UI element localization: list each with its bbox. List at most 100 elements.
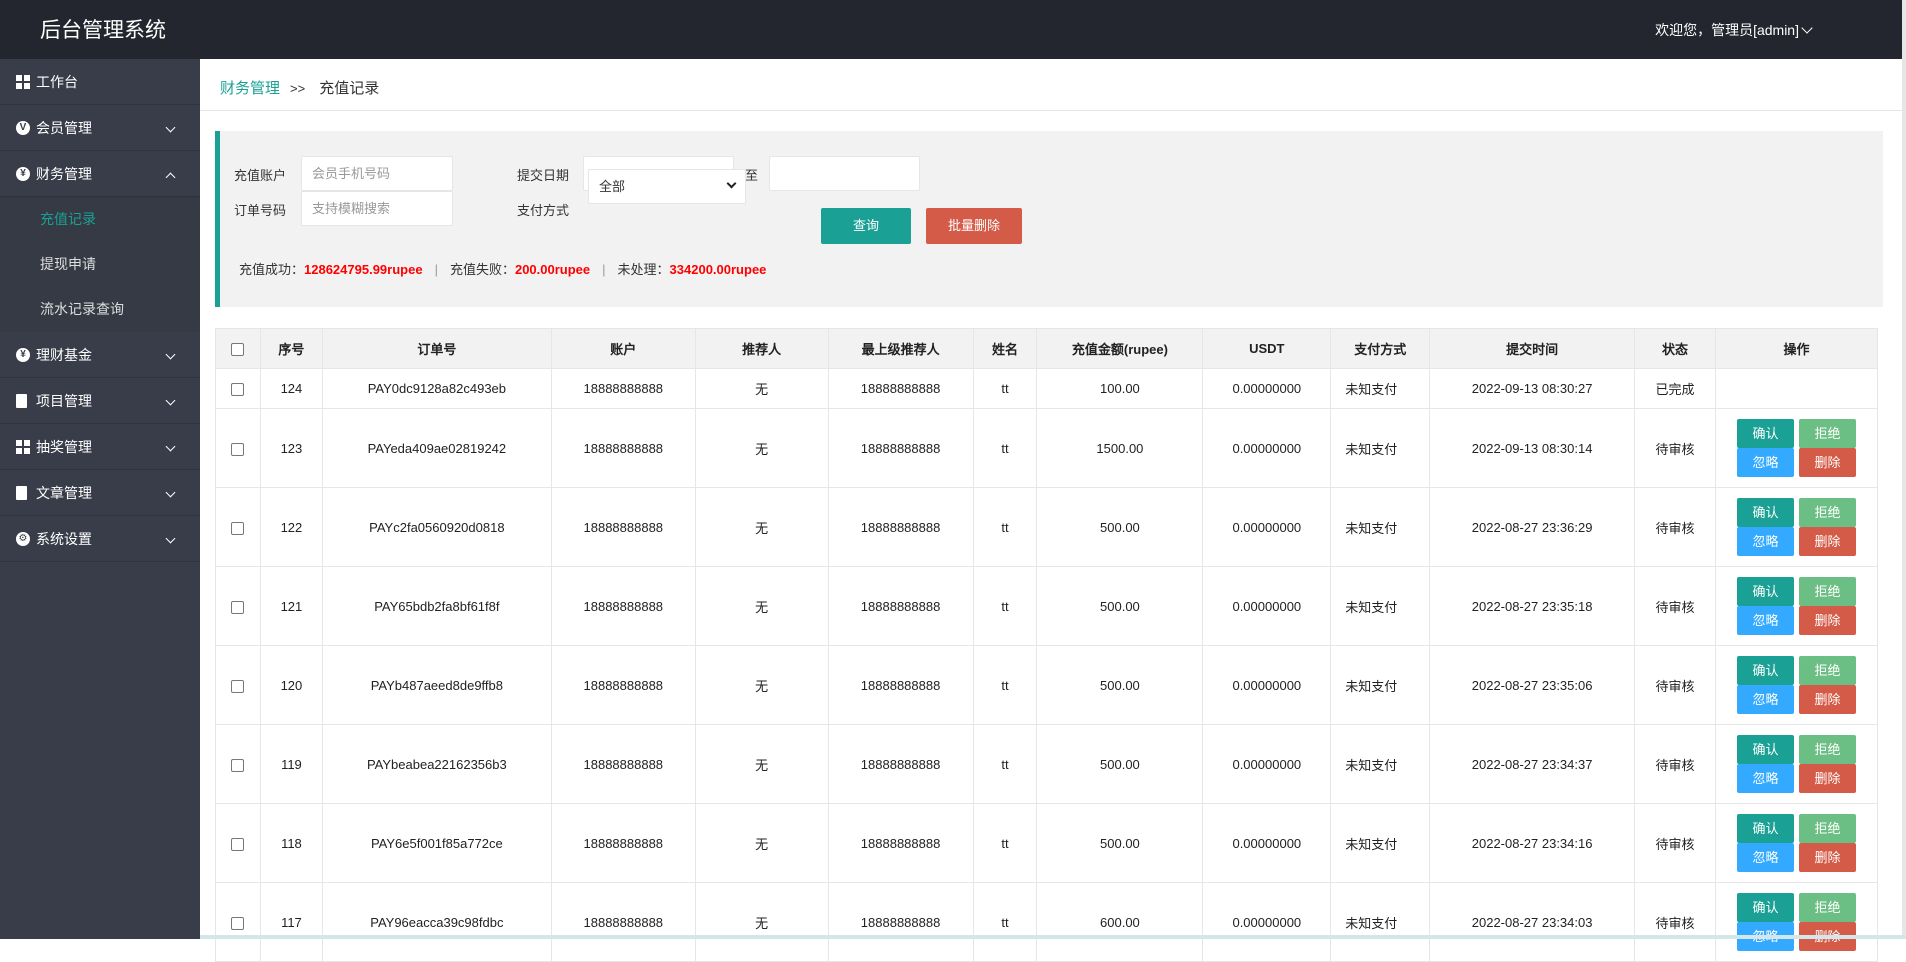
delete-button[interactable]: 删除 <box>1798 764 1856 793</box>
table-row: 122 PAYc2fa0560920d0818 18888888888 无 188888… <box>215 487 1879 567</box>
batch-delete-button[interactable]: 批量删除 <box>926 208 1022 244</box>
sidebar-item-6[interactable]: 文章管理 <box>0 470 200 516</box>
breadcrumb-parent[interactable]: 财务管理 <box>220 80 281 97</box>
cell-time: 2022-08-27 23:36:29 <box>1429 487 1636 567</box>
row-checkbox[interactable] <box>231 758 245 772</box>
cell-top_referrer: 18888888888 <box>827 645 974 725</box>
row-checkbox[interactable] <box>231 600 245 614</box>
cell-order: PAYb487aeed8de9ffb8 <box>321 645 552 725</box>
sidebar-item-2[interactable]: ¥ 财务管理 <box>0 151 200 197</box>
confirm-button[interactable]: 确认 <box>1736 814 1794 843</box>
row-checkbox[interactable] <box>231 916 245 930</box>
reject-button[interactable]: 拒绝 <box>1798 735 1856 764</box>
reject-button[interactable]: 拒绝 <box>1798 893 1856 922</box>
reject-button[interactable]: 拒绝 <box>1798 814 1856 843</box>
delete-button[interactable]: 删除 <box>1798 685 1856 714</box>
cell-usdt: 0.00000000 <box>1202 724 1332 804</box>
ignore-button[interactable]: 忽略 <box>1736 843 1794 872</box>
sidebar-subitem-0[interactable]: 充值记录 <box>0 197 200 242</box>
filter-panel: 充值账户 提交日期 至 订单号码 支付方式 全部 查询 批量删除 充值成功：12… <box>215 131 1883 307</box>
cell-id: 124 <box>259 368 323 409</box>
cell-order: PAY6e5f001f85a772ce <box>321 803 552 883</box>
cell-id: 122 <box>259 487 323 567</box>
cell-account: 18888888888 <box>550 368 696 409</box>
sidebar-item-3[interactable]: ¥ 理财基金 <box>0 332 200 378</box>
delete-button[interactable]: 删除 <box>1798 448 1856 477</box>
cell-amount: 500.00 <box>1036 803 1204 883</box>
chevron-down-icon <box>726 178 737 189</box>
reject-button[interactable]: 拒绝 <box>1798 498 1856 527</box>
row-checkbox[interactable] <box>231 383 245 397</box>
sidebar-subitem-2[interactable]: 流水记录查询 <box>0 287 200 332</box>
date-to-label: 至 <box>745 168 759 183</box>
cell-status: 待审核 <box>1634 566 1716 646</box>
ignore-button[interactable]: 忽略 <box>1736 448 1794 477</box>
page-scrollbar[interactable] <box>1902 0 1906 939</box>
sidebar-item-label: 项目管理 <box>36 393 92 409</box>
ignore-button[interactable]: 忽略 <box>1736 685 1794 714</box>
chevron-down-icon <box>165 349 176 360</box>
ignore-button[interactable]: 忽略 <box>1736 606 1794 635</box>
order-input[interactable] <box>301 191 453 226</box>
table-row: 117 PAY96eacca39c98fdbc 18888888888 无 188888… <box>215 882 1879 962</box>
column-header: USDT <box>1202 328 1332 369</box>
user-label: 欢迎您，管理员[admin] <box>1655 22 1799 38</box>
confirm-button[interactable]: 确认 <box>1736 656 1794 685</box>
reject-button[interactable]: 拒绝 <box>1798 656 1856 685</box>
reject-button[interactable]: 拒绝 <box>1798 419 1856 448</box>
cell-pay: 未知支付 <box>1330 645 1431 725</box>
cell-referrer: 无 <box>694 724 829 804</box>
confirm-button[interactable]: 确认 <box>1736 577 1794 606</box>
cell-usdt: 0.00000000 <box>1202 645 1332 725</box>
column-header: 姓名 <box>972 328 1038 369</box>
ignore-button[interactable]: 忽略 <box>1736 764 1794 793</box>
ignore-button[interactable]: 忽略 <box>1736 527 1794 556</box>
column-header: 操作 <box>1714 328 1879 369</box>
reject-button[interactable]: 拒绝 <box>1798 577 1856 606</box>
cell-order: PAY96eacca39c98fdbc <box>321 882 552 962</box>
chevron-down-icon <box>165 441 176 452</box>
row-checkbox[interactable] <box>231 679 245 693</box>
column-header: 状态 <box>1634 328 1716 369</box>
sidebar-item-label: 抽奖管理 <box>36 439 92 455</box>
fail-value: 200.00rupee <box>514 262 591 277</box>
row-select-cell <box>215 566 261 646</box>
row-checkbox[interactable] <box>231 837 245 851</box>
delete-button[interactable]: 删除 <box>1798 527 1856 556</box>
sidebar-item-1[interactable]: V 会员管理 <box>0 105 200 151</box>
chevron-down-icon <box>165 395 176 406</box>
fail-label: 充值失败： <box>449 262 515 277</box>
user-menu[interactable]: 欢迎您，管理员[admin] <box>1655 20 1813 40</box>
select-all-header <box>215 328 261 369</box>
select-all-checkbox[interactable] <box>231 343 245 357</box>
sidebar-item-0[interactable]: 工作台 <box>0 59 200 105</box>
cell-top_referrer: 18888888888 <box>827 724 974 804</box>
delete-button[interactable]: 删除 <box>1798 843 1856 872</box>
date-to-input[interactable] <box>769 156 920 191</box>
row-select-cell <box>215 645 261 725</box>
cell-top_referrer: 18888888888 <box>827 882 974 962</box>
row-checkbox[interactable] <box>231 442 245 456</box>
pay-method-select[interactable]: 全部 <box>588 169 746 204</box>
sidebar-subitem-1[interactable]: 提现申请 <box>0 242 200 287</box>
sidebar-item-5[interactable]: 抽奖管理 <box>0 424 200 470</box>
cell-name: tt <box>972 487 1038 567</box>
confirm-button[interactable]: 确认 <box>1736 735 1794 764</box>
row-checkbox[interactable] <box>231 521 245 535</box>
confirm-button[interactable]: 确认 <box>1736 893 1794 922</box>
row-select-cell <box>215 487 261 567</box>
confirm-button[interactable]: 确认 <box>1736 498 1794 527</box>
table-header: 序号 订单号 账户 推荐人 最上级推荐人 姓名 充值金额(rupee) USDT 支付方式 提交时… <box>215 328 1879 369</box>
delete-button[interactable]: 删除 <box>1798 606 1856 635</box>
account-input[interactable] <box>301 156 453 191</box>
cell-account: 18888888888 <box>550 645 696 725</box>
sidebar-item-7[interactable]: ⚙ 系统设置 <box>0 516 200 562</box>
top-bar: 后台管理系统 欢迎您，管理员[admin] <box>0 0 1906 59</box>
sidebar-item-4[interactable]: 项目管理 <box>0 378 200 424</box>
query-button[interactable]: 查询 <box>821 208 911 244</box>
cell-pay: 未知支付 <box>1330 566 1431 646</box>
row-select-cell <box>215 408 261 488</box>
success-label: 充值成功： <box>239 262 305 277</box>
cell-referrer: 无 <box>694 566 829 646</box>
confirm-button[interactable]: 确认 <box>1736 419 1794 448</box>
